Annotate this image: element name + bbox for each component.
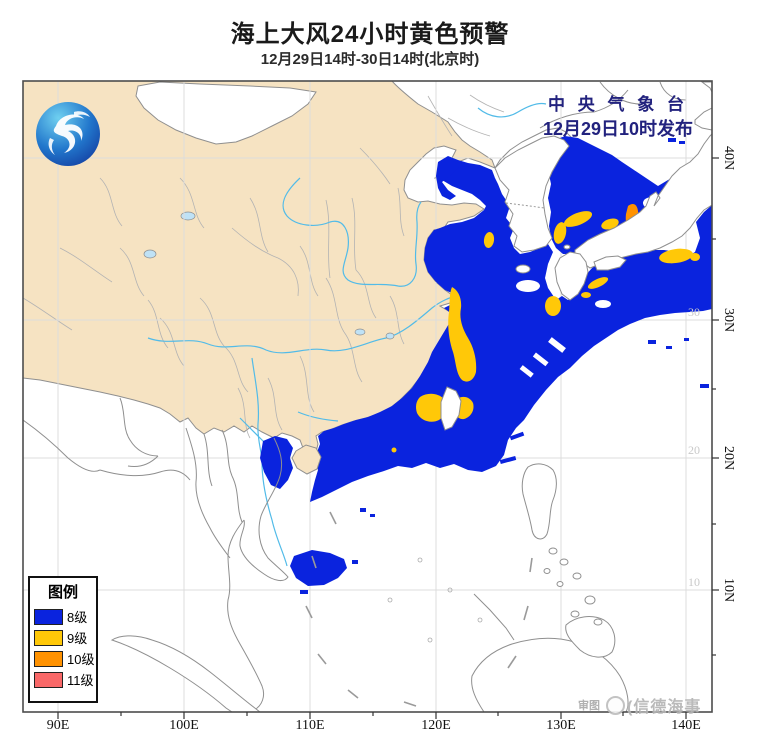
korea-land [494,135,570,253]
hainan-island [291,444,322,475]
legend-title: 图例 [47,584,78,601]
force8-swatch [34,608,63,625]
page-subtitle: 12月29日14时-30日14时(北京时) [260,51,480,68]
watermark-brand-text: (信德海事 [627,699,702,716]
inner-graticule-labels: 30 20 10 [688,305,700,589]
lon-label-110e: 110E [295,718,324,733]
lat-label-30n: 30N [721,308,736,332]
force11-label: 11级 [67,673,94,688]
logo-wing [74,111,90,117]
japan-land [554,81,712,301]
lon-label-90e: 90E [47,718,70,733]
watermark: 审图 (信德海事 [578,693,768,717]
legend-box: 图例 8级 9级 10级 11级 [28,576,98,703]
lon-label-130e: 130E [546,718,576,733]
taiwan-island [440,386,462,431]
legend-item-force10: 10级 [30,648,96,669]
warning-area-force8 [260,136,712,594]
northeast-borders [494,81,687,169]
lat-label-20n: 20N [721,446,736,470]
korea-dmz-line [505,202,546,209]
province-borders [23,94,505,439]
agency-name: 中 央 气 象 台 [548,95,688,114]
axis-ticks [57,157,719,719]
foreign-coastlines [23,397,629,712]
lat-label-40n: 40N [721,146,736,170]
map-approval-text: 审图 [578,700,600,712]
legend-item-force11: 11级 [30,669,96,690]
force10-swatch [34,650,63,667]
watermark-logo-icon [606,695,625,715]
force9-label: 9级 [67,631,88,646]
lon-label-120e: 120E [421,718,451,733]
cma-logo [36,102,100,166]
svg-text:10: 10 [688,575,700,589]
jeju-island [515,264,531,274]
force10-label: 10级 [67,652,95,667]
force9-swatch [34,629,63,646]
logo-swirl [53,114,84,153]
lon-label-140e: 140E [671,718,701,733]
rivers [143,102,547,567]
legend-item-force8: 8级 [30,606,96,627]
nine-dash-line [305,511,533,707]
mongolia-land [135,81,317,145]
svg-text:20: 20 [688,443,700,457]
legend-item-force9: 9级 [30,627,96,648]
lat-label-10n: 10N [721,578,736,602]
lon-label-100e: 100E [169,718,199,733]
issuing-agency-block: 中 央 气 象 台 12月29日10时发布 [528,90,708,141]
logo-tail [48,138,55,155]
force11-swatch [34,671,63,688]
force8-label: 8级 [67,610,88,625]
map-frame [22,80,713,713]
issue-time: 12月29日10时发布 [542,119,694,139]
svg-text:30: 30 [688,305,700,319]
axis-labels: 90E 100E 110E 120E 130E 140E 40N 30N 20N… [47,146,736,733]
page-title: 海上大风24小时黄色预警 [230,21,510,48]
